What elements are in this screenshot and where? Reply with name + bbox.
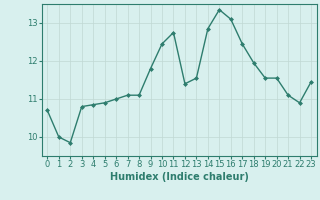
X-axis label: Humidex (Indice chaleur): Humidex (Indice chaleur) — [110, 172, 249, 182]
